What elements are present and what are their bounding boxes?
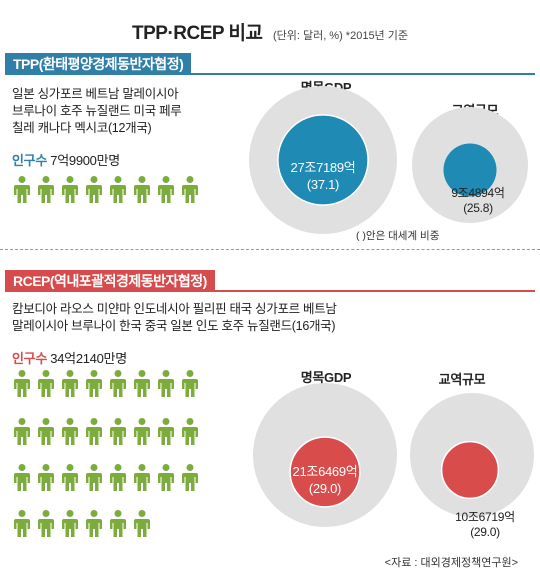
tpp-person-icon (14, 176, 30, 203)
rcep-person-icon (14, 418, 30, 445)
tpp-person-icon (38, 176, 54, 203)
rcep-person-icon (86, 418, 102, 445)
rcep-trade-label: 교역규모 (438, 372, 486, 387)
rcep-person-icon (38, 418, 54, 445)
rcep-person-icon (38, 510, 54, 537)
unit-note: (단위: 달러, %) *2015년 기준 (272, 30, 408, 42)
rcep-population-value: 34억2140만명 (50, 351, 127, 366)
tpp-person-icon (86, 176, 102, 203)
chart-header: TPP·RCEP 비교 (단위: 달러, %) *2015년 기준 (0, 18, 540, 45)
rcep-person-icon (110, 370, 126, 397)
tpp-person-icon (134, 176, 150, 203)
source-note: <자료 : 대외경제정책연구원> (384, 557, 518, 569)
rcep-members-line1: 캄보디아 라오스 미얀마 인도네시아 필리핀 태국 싱가포르 베트남 (12, 302, 337, 316)
tpp-members-line3: 칠레 캐나다 멕시코(12개국) (12, 121, 152, 135)
rcep-person-icon (86, 464, 102, 491)
tpp-share-note: ( )안은 대세계 비중 (356, 230, 440, 242)
rcep-person-icon (182, 370, 198, 397)
rcep-person-icon (158, 464, 174, 491)
tpp-banner-rule (5, 73, 535, 75)
rcep-person-icon (62, 464, 78, 491)
rcep-person-icon (14, 370, 30, 397)
tpp-trade-share: (25.8) (463, 201, 493, 215)
rcep-gdp-value: 21조6469억 (292, 464, 358, 479)
rcep-person-icon (86, 370, 102, 397)
tpp-trade-value: 9조4894억 (451, 186, 505, 200)
tpp-trade-share-circle (443, 143, 497, 197)
rcep-person-icon (62, 418, 78, 445)
rcep-person-icon (158, 418, 174, 445)
tpp-population: 인구수 7억9900만명 (12, 150, 120, 169)
rcep-population-label: 인구수 (12, 351, 47, 366)
rcep-gdp-label: 명목GDP (300, 370, 352, 385)
rcep-banner-rule (5, 290, 535, 292)
tpp-gdp-value: 27조7189억 (290, 160, 356, 175)
rcep-gdp-share-circle (289, 436, 361, 508)
rcep-trade-value: 10조6719억 (455, 510, 515, 524)
rcep-person-icon (134, 370, 150, 397)
rcep-population: 인구수 34억2140만명 (12, 348, 127, 367)
tpp-population-value: 7억9900만명 (50, 153, 120, 168)
tpp-gdp-share: (37.1) (306, 177, 340, 192)
rcep-person-icon (158, 370, 174, 397)
section-divider (0, 249, 540, 250)
tpp-trade-value-text: 9조4894억 (25.8) (438, 186, 518, 216)
tpp-person-icon (182, 176, 198, 203)
rcep-person-icon (182, 464, 198, 491)
rcep-trade-share-circle (440, 440, 500, 500)
tpp-person-icon (62, 176, 78, 203)
rcep-banner: RCEP(역내포괄적경제동반자협정) (5, 270, 215, 292)
rcep-gdp-share: (29.0) (308, 481, 342, 496)
rcep-person-icon (62, 510, 78, 537)
rcep-members: 캄보디아 라오스 미얀마 인도네시아 필리핀 태국 싱가포르 베트남 말레이시아… (12, 301, 337, 335)
tpp-members: 일본 싱가포르 베트남 말레이시아 브루나이 호주 뉴질랜드 미국 페루 칠레 … (12, 86, 182, 137)
rcep-person-icon (182, 418, 198, 445)
rcep-person-icon (134, 510, 150, 537)
rcep-person-icon (134, 464, 150, 491)
rcep-person-icon (14, 510, 30, 537)
tpp-gdp-value-text: 27조7189억 (37.1) (283, 159, 363, 193)
rcep-person-icon (86, 510, 102, 537)
rcep-person-icon (14, 464, 30, 491)
rcep-person-icon (62, 370, 78, 397)
rcep-person-icon (110, 418, 126, 445)
tpp-person-icon (110, 176, 126, 203)
tpp-banner: TPP(환태평양경제동반자협정) (5, 53, 192, 75)
rcep-trade-share: (29.0) (470, 525, 500, 539)
rcep-person-icon (110, 464, 126, 491)
tpp-person-icon (158, 176, 174, 203)
tpp-gdp-share-circle (277, 114, 369, 206)
rcep-members-line2: 말레이시아 브루나이 한국 중국 일본 인도 호주 뉴질랜드(16개국) (12, 319, 336, 333)
rcep-trade-value-text: 10조6719억 (29.0) (445, 510, 525, 540)
rcep-person-icon (38, 464, 54, 491)
tpp-population-label: 인구수 (12, 153, 47, 168)
tpp-members-line1: 일본 싱가포르 베트남 말레이시아 (12, 87, 179, 101)
rcep-person-icon (110, 510, 126, 537)
rcep-person-icon (38, 370, 54, 397)
tpp-members-line2: 브루나이 호주 뉴질랜드 미국 페루 (12, 104, 182, 118)
rcep-gdp-value-text: 21조6469억 (29.0) (285, 463, 365, 497)
page-title: TPP·RCEP 비교 (132, 23, 263, 44)
rcep-person-icon (134, 418, 150, 445)
